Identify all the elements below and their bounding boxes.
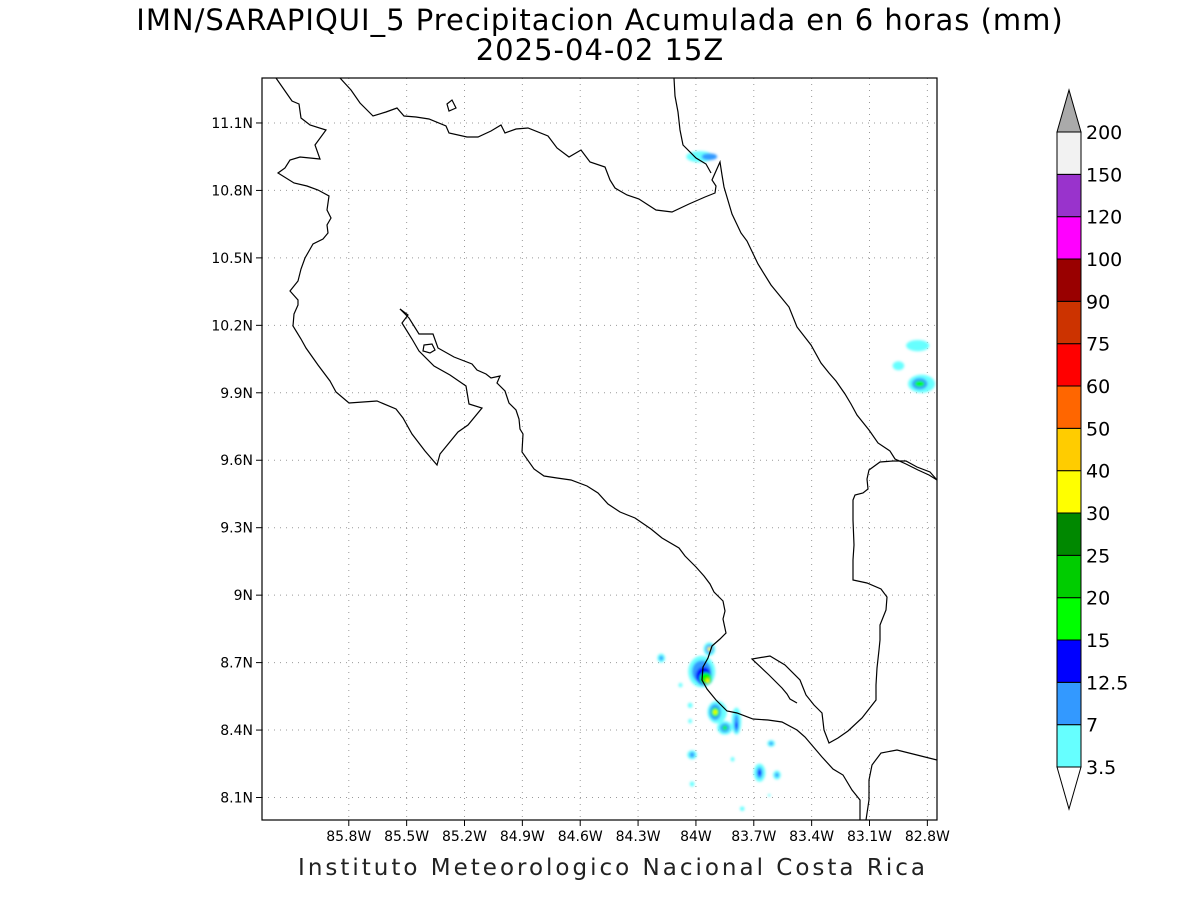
nicaragua-costa-rica-pacific-coast — [275, 78, 484, 467]
colorbar-swatch — [1056, 681, 1082, 726]
colorbar-swatch — [1056, 470, 1082, 514]
nicoya-gulf-coast — [399, 308, 861, 820]
precip-cell — [892, 361, 905, 371]
lon-tick-label: 84.3W — [616, 829, 661, 845]
colorbar-level-label: 60 — [1086, 376, 1110, 398]
precip-cell — [678, 682, 683, 688]
small-island — [446, 99, 457, 112]
colorbar-level-label: 7 — [1086, 715, 1098, 737]
colorbar-over-arrow — [1056, 88, 1082, 133]
coastline — [275, 78, 937, 820]
colorbar-level-label: 200 — [1086, 122, 1122, 144]
colorbar-level-label: 50 — [1086, 418, 1110, 440]
colorbar-swatch — [1056, 131, 1082, 175]
lat-tick-label: 8.4N — [220, 723, 253, 739]
lake-island — [422, 343, 436, 354]
precip-cell — [769, 741, 774, 746]
lon-tick-label: 85.8W — [326, 829, 371, 845]
colorbar-swatch — [1056, 385, 1082, 429]
lat-tick-label: 11.1N — [211, 116, 253, 132]
colorbar-level-label: 20 — [1086, 588, 1110, 610]
precip-cell — [688, 718, 693, 724]
precip-cell — [768, 793, 771, 797]
colorbar-level-label: 12.5 — [1086, 672, 1128, 694]
colorbar-level-label: 75 — [1086, 334, 1110, 356]
panama-border — [750, 460, 937, 744]
precipitation-field — [657, 151, 936, 812]
graticule — [262, 78, 937, 820]
nicaragua-caribbean-coast — [673, 78, 712, 174]
lon-tick-label: 84.6W — [558, 829, 603, 845]
colorbar-swatch — [1056, 258, 1082, 302]
colorbar-swatch — [1056, 427, 1082, 472]
colorbar-swatch — [1056, 300, 1082, 345]
precip-cell — [659, 655, 664, 661]
colorbar-swatch — [1056, 597, 1082, 641]
precip-cell — [735, 722, 738, 729]
precip-cell — [713, 709, 718, 715]
precip-cell — [914, 381, 925, 387]
colorbar-under-arrow — [1056, 766, 1082, 811]
lat-tick-label: 9.9N — [220, 386, 253, 402]
institution-credit: Instituto Meteorologico Nacional Costa R… — [298, 855, 928, 881]
lon-tick-label: 85.5W — [384, 829, 429, 845]
colorbar-swatch — [1056, 173, 1082, 218]
colorbar-level-label: 30 — [1086, 503, 1110, 525]
map-title: IMN/SARAPIQUI_5 Precipitacion Acumulada … — [136, 3, 1064, 37]
precip-area-north-border — [686, 151, 718, 163]
colorbar-level-label: 150 — [1086, 164, 1122, 186]
colorbar-swatch — [1056, 216, 1082, 260]
nicaragua-border — [339, 78, 937, 481]
lat-tick-label: 10.5N — [211, 251, 253, 267]
precip-cell — [701, 153, 718, 161]
colorbar-level-label: 15 — [1086, 630, 1110, 652]
map-frame — [261, 77, 938, 821]
lon-tick-label: 82.8W — [905, 829, 950, 845]
precip-cell — [689, 781, 695, 787]
longitude-axis: 85.8W 85.5W 85.2W 84.9W 84.6W 84.3W 84W 83.7W 83… — [326, 820, 950, 845]
precip-cell — [687, 702, 693, 709]
colorbar-level-label: 100 — [1086, 249, 1122, 271]
precip-area-osa-cluster — [657, 642, 781, 812]
colorbar-level-label: 40 — [1086, 461, 1110, 483]
colorbar-level-label: 90 — [1086, 291, 1110, 313]
lat-tick-label: 10.2N — [211, 318, 253, 334]
precip-cell — [758, 770, 762, 776]
lat-tick-label: 9.3N — [220, 521, 253, 537]
lon-tick-label: 84.9W — [500, 829, 545, 845]
precip-cell — [730, 757, 735, 762]
lon-tick-label: 85.2W — [442, 829, 487, 845]
colorbar-swatch — [1056, 343, 1082, 387]
colorbar-swatch — [1056, 724, 1082, 768]
colorbar-level-label: 120 — [1086, 207, 1122, 229]
precip-cell — [739, 806, 745, 812]
colorbar-level-label: 25 — [1086, 545, 1110, 567]
lon-tick-label: 84W — [680, 829, 712, 845]
precip-cell — [775, 772, 779, 778]
colorbar-legend: 3.5 7 12.5 15 20 25 30 40 50 60 75 90 100 120 150 200 — [1056, 88, 1128, 811]
lon-tick-label: 83.1W — [847, 829, 892, 845]
lat-tick-label: 8.1N — [220, 791, 253, 807]
map-valid-time: 2025-04-02 15Z — [475, 33, 725, 67]
lon-tick-label: 83.7W — [731, 829, 776, 845]
colorbar-level-label: 3.5 — [1086, 757, 1116, 779]
panama-pacific-coast — [865, 749, 937, 820]
lon-tick-label: 83.4W — [789, 829, 834, 845]
lat-tick-label: 8.7N — [220, 656, 253, 672]
lat-tick-label: 10.8N — [211, 183, 253, 199]
map-background — [262, 78, 937, 820]
latitude-axis: 11.1N 10.8N 10.5N 10.2N 9.9N 9.6N 9.3N 9N 8.7N 8.… — [211, 116, 262, 807]
precip-cell — [906, 339, 930, 352]
precip-area-caribbean-east — [892, 339, 936, 393]
precip-cell — [689, 752, 695, 758]
lat-tick-label: 9N — [234, 588, 253, 604]
lat-tick-label: 9.6N — [220, 453, 253, 469]
colorbar-swatch — [1056, 554, 1082, 599]
precip-cell — [705, 678, 710, 683]
colorbar-swatch — [1056, 639, 1082, 683]
precip-cell — [722, 725, 728, 731]
colorbar-swatch — [1056, 512, 1082, 556]
